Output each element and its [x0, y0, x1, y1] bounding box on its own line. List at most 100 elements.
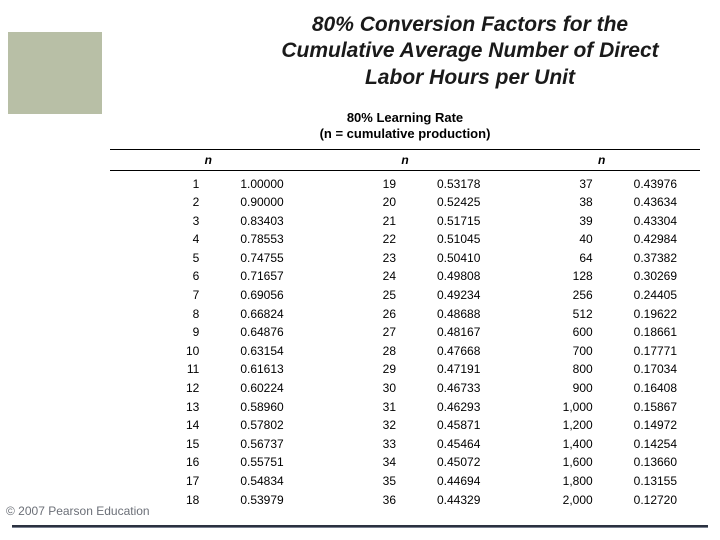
table-cell: 0.53979	[240, 491, 283, 510]
table-cell: 0.24405	[634, 286, 677, 305]
table-body: 123456789101112131415161718 1.000000.900…	[110, 171, 700, 510]
table-cell: 32	[383, 416, 396, 435]
table-cell: 0.78553	[240, 230, 283, 249]
table-cell: 3	[193, 212, 200, 231]
table-cell: 39	[579, 212, 592, 231]
table-cell: 36	[383, 491, 396, 510]
table-cell: 0.12720	[634, 491, 677, 510]
table-cell: 900	[573, 379, 593, 398]
table-cell: 14	[186, 416, 199, 435]
table-cell: 0.49234	[437, 286, 480, 305]
table-cell: 0.14254	[634, 435, 677, 454]
table-cell: 1,400	[563, 435, 593, 454]
slide-title: 80% Conversion Factors for the Cumulativ…	[260, 12, 680, 91]
table-cell: 33	[383, 435, 396, 454]
table-cell: 20	[383, 193, 396, 212]
table-cell: 700	[573, 342, 593, 361]
col2-val: 0.531780.524250.517150.510450.504100.498…	[414, 175, 503, 510]
table-cell: 0.13660	[634, 453, 677, 472]
table-title-line1: 80% Learning Rate	[347, 110, 463, 125]
table-cell: 0.51045	[437, 230, 480, 249]
table-cell: 18	[186, 491, 199, 510]
table-title: 80% Learning Rate (n = cumulative produc…	[110, 110, 700, 143]
table-cell: 0.47668	[437, 342, 480, 361]
col3-n: 37383940641282565126007008009001,0001,20…	[503, 175, 610, 510]
table-cell: 0.42984	[634, 230, 677, 249]
table-cell: 30	[383, 379, 396, 398]
table-cell: 40	[579, 230, 592, 249]
table-cell: 25	[383, 286, 396, 305]
table-cell: 0.64876	[240, 323, 283, 342]
table-cell: 2,000	[563, 491, 593, 510]
table-cell: 1,000	[563, 398, 593, 417]
table-cell: 0.90000	[240, 193, 283, 212]
table-cell: 0.61613	[240, 360, 283, 379]
table-cell: 0.44694	[437, 472, 480, 491]
table-cell: 0.48688	[437, 305, 480, 324]
table-cell: 13	[186, 398, 199, 417]
table-cell: 5	[193, 249, 200, 268]
col-group-3: 37383940641282565126007008009001,0001,20…	[503, 175, 700, 510]
table-cell: 0.57802	[240, 416, 283, 435]
table-cell: 0.30269	[634, 267, 677, 286]
conversion-table: 80% Learning Rate (n = cumulative produc…	[110, 110, 700, 509]
col1-n: 123456789101112131415161718	[110, 175, 217, 510]
table-cell: 0.37382	[634, 249, 677, 268]
table-cell: 23	[383, 249, 396, 268]
col-group-2: 192021222324252627282930313233343536 0.5…	[307, 175, 504, 510]
table-cell: 2	[193, 193, 200, 212]
table-cell: 64	[579, 249, 592, 268]
table-cell: 0.54834	[240, 472, 283, 491]
table-cell: 29	[383, 360, 396, 379]
table-cell: 26	[383, 305, 396, 324]
table-cell: 0.56737	[240, 435, 283, 454]
table-cell: 0.18661	[634, 323, 677, 342]
table-cell: 0.43634	[634, 193, 677, 212]
table-cell: 0.43304	[634, 212, 677, 231]
table-cell: 0.47191	[437, 360, 480, 379]
col3-val: 0.439760.436340.433040.429840.373820.302…	[611, 175, 700, 510]
col-group-1: 123456789101112131415161718 1.000000.900…	[110, 175, 307, 510]
table-cell: 21	[383, 212, 396, 231]
table-header-row: n n n	[110, 149, 700, 171]
table-cell: 31	[383, 398, 396, 417]
table-cell: 800	[573, 360, 593, 379]
table-cell: 6	[193, 267, 200, 286]
table-cell: 11	[187, 360, 199, 379]
table-cell: 0.53178	[437, 175, 480, 194]
table-cell: 0.63154	[240, 342, 283, 361]
table-cell: 0.69056	[240, 286, 283, 305]
table-cell: 8	[193, 305, 200, 324]
table-cell: 12	[186, 379, 199, 398]
table-cell: 37	[579, 175, 592, 194]
table-cell: 256	[573, 286, 593, 305]
table-cell: 0.49808	[437, 267, 480, 286]
table-cell: 0.13155	[634, 472, 677, 491]
table-cell: 15	[186, 435, 199, 454]
table-cell: 0.46733	[437, 379, 480, 398]
table-cell: 4	[193, 230, 200, 249]
footer-rule	[12, 525, 708, 528]
table-cell: 0.15867	[634, 398, 677, 417]
table-cell: 1	[193, 175, 200, 194]
table-cell: 28	[383, 342, 396, 361]
table-cell: 24	[383, 267, 396, 286]
table-cell: 1,600	[563, 453, 593, 472]
table-title-line2: (n = cumulative production)	[320, 126, 491, 141]
table-cell: 0.43976	[634, 175, 677, 194]
table-cell: 0.45871	[437, 416, 480, 435]
table-cell: 22	[383, 230, 396, 249]
table-cell: 35	[383, 472, 396, 491]
table-cell: 0.52425	[437, 193, 480, 212]
table-cell: 0.58960	[240, 398, 283, 417]
table-cell: 0.19622	[634, 305, 677, 324]
table-cell: 1,200	[563, 416, 593, 435]
col2-n: 192021222324252627282930313233343536	[307, 175, 414, 510]
table-cell: 0.83403	[240, 212, 283, 231]
table-cell: 128	[573, 267, 593, 286]
table-cell: 0.48167	[437, 323, 480, 342]
table-cell: 0.17771	[634, 342, 677, 361]
table-cell: 0.16408	[634, 379, 677, 398]
table-cell: 0.14972	[634, 416, 677, 435]
table-cell: 512	[573, 305, 593, 324]
